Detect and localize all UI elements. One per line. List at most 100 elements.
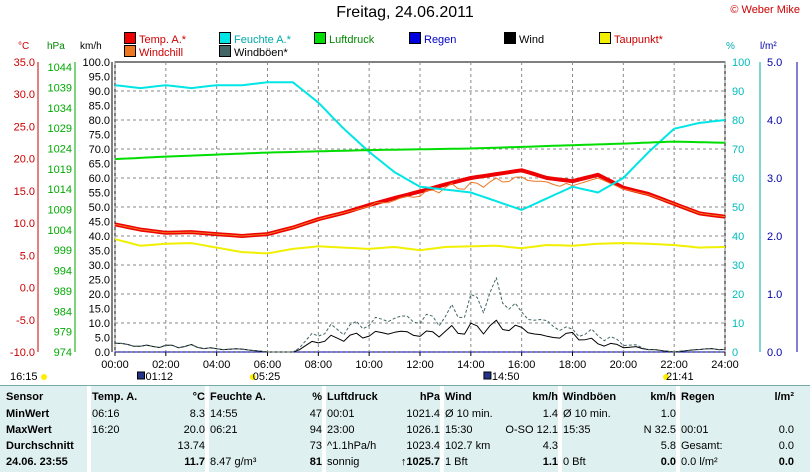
- pressure-tick-label: 999: [54, 245, 72, 257]
- table-cell-value: 1023.4: [406, 440, 440, 452]
- legend-item-pressure: Luftdruck: [314, 32, 374, 46]
- legend-item-wind: Wind: [504, 32, 544, 46]
- pressure-tick-label: 984: [54, 306, 72, 318]
- rain-tick-label: 2.0: [767, 231, 782, 243]
- pressure-tick-label: 979: [54, 327, 72, 339]
- wind-tick-label: 95.0: [89, 72, 110, 84]
- wind-tick-label: 0.0: [95, 347, 110, 359]
- table-row-label: MaxWert: [6, 424, 52, 436]
- legend-label: Regen: [424, 34, 457, 46]
- table-cell-value: 0.0: [778, 440, 794, 452]
- pressure-tick-label: 1029: [48, 123, 72, 135]
- table-row-label: Durchschnitt: [6, 440, 74, 452]
- x-tick-label: 12:00: [406, 359, 434, 371]
- temp-tick-label: 5.0: [20, 250, 35, 262]
- table-cell-sub: 0.0 l/m²: [681, 456, 718, 468]
- x-tick-label: 06:00: [254, 359, 282, 371]
- table-cell-value: 20.0: [183, 424, 205, 436]
- wind-tick-label: 65.0: [89, 159, 110, 171]
- table-cell-value: ↑1025.7: [400, 456, 440, 468]
- x-tick-label: 08:00: [305, 359, 333, 371]
- pressure-tick-label: 1044: [48, 62, 72, 74]
- humidity-tick-label: 70: [732, 144, 744, 156]
- pressure-tick-label: 1004: [48, 225, 72, 237]
- wind-tick-label: 75.0: [89, 130, 110, 142]
- table-column-unit: %: [312, 391, 322, 403]
- weather-chart: 35.0 30.0 25.0 20.0 15.0 10.0 5.0 0.0 -5.0 -10.0 1…: [10, 57, 798, 383]
- legend-swatch-icon: [599, 32, 611, 44]
- humidity-tick-label: 40: [732, 231, 744, 243]
- series-line-2: [114, 81, 726, 211]
- table-cell-value: 1026.1: [406, 424, 440, 436]
- legend-label: Luftdruck: [329, 34, 375, 46]
- temp-tick-label: 35.0: [14, 57, 35, 69]
- humidity-tick-label: 20: [732, 289, 744, 301]
- rain-tick-label: 0.0: [767, 347, 782, 359]
- legend-item-dewpoint: Taupunkt*: [599, 32, 663, 46]
- temp-tick-label: 25.0: [14, 121, 35, 133]
- table-cell-value: 4.3: [542, 440, 558, 452]
- wind-tick-label: 45.0: [89, 217, 110, 229]
- table-column-divider: [87, 386, 91, 472]
- left-time-label: 16:15: [10, 371, 38, 383]
- rain-tick-label: 5.0: [767, 57, 782, 69]
- humidity-unit-label: %: [726, 41, 735, 52]
- table-cell-sub: 06:16: [92, 408, 120, 420]
- legend-swatch-icon: [314, 32, 326, 44]
- moonrise-icon: [137, 371, 145, 380]
- x-tick-label: 02:00: [152, 359, 180, 371]
- table-cell-value: 47: [309, 408, 322, 420]
- table-cell-sub: 06:21: [210, 424, 238, 436]
- legend-item-temp: Temp. A.*: [124, 32, 186, 46]
- temp-tick-label: 20.0: [14, 154, 35, 166]
- x-tick-label: 14:00: [457, 359, 485, 371]
- wind-tick-label: 90.0: [89, 86, 110, 98]
- table-cell-value: 81: [309, 456, 322, 468]
- wind-tick-label: 10.0: [89, 318, 110, 330]
- table-cell-value: O-SO 12.1: [505, 424, 558, 436]
- x-tick-label: 22:00: [660, 359, 688, 371]
- table-cell-value: 1.4: [542, 408, 558, 420]
- x-tick-label: 16:00: [508, 359, 536, 371]
- wind-tick-label: 35.0: [89, 246, 110, 258]
- series-line-1: [114, 176, 726, 237]
- table-column-unit: l/m²: [774, 391, 794, 403]
- table-cell-value: 0.0: [778, 424, 794, 436]
- moonset-icon: [483, 371, 492, 380]
- table-cell-value: 5.8: [660, 440, 676, 452]
- table-cell-sub: 14:55: [210, 408, 238, 420]
- pressure-tick-label: 1009: [48, 205, 72, 217]
- table-cell-value: 0.0: [778, 456, 794, 468]
- table-row-label: Sensor: [6, 391, 44, 403]
- table-column-header: Regen: [681, 391, 715, 403]
- temp-tick-label: 15.0: [14, 186, 35, 198]
- pressure-tick-label: 1014: [48, 184, 72, 196]
- temp-unit-label: °C: [18, 41, 30, 52]
- table-cell-value: N 32.5: [643, 424, 676, 436]
- table-cell-sub: 00:01: [327, 408, 355, 420]
- left-sun-icon: [41, 374, 47, 380]
- x-tick-label: 18:00: [559, 359, 587, 371]
- table-cell-sub: 15:35: [563, 424, 591, 436]
- legend-item-humidity: Feuchte A.*: [219, 32, 291, 46]
- table-column-header: Wind: [445, 391, 472, 403]
- table-cell-value: 8.3: [189, 408, 205, 420]
- sunset-icon: [663, 374, 670, 380]
- x-tick-label: 00:00: [101, 359, 129, 371]
- chart-title: Freitag, 24.06.2011: [336, 4, 474, 21]
- wind-tick-label: 55.0: [89, 188, 110, 200]
- copyright-text: © Weber Mike: [730, 4, 800, 16]
- series-line-7: [114, 277, 726, 353]
- legend-swatch-icon: [219, 45, 231, 57]
- wind-tick-label: 80.0: [89, 115, 110, 127]
- table-row-label: 24.06. 23:55: [6, 456, 68, 468]
- table-column-header: Luftdruck: [327, 391, 378, 403]
- series-line-4: [114, 140, 726, 161]
- temp-tick-label: -5.0: [16, 315, 35, 327]
- table-cell-value: 1.1: [542, 456, 558, 468]
- table-cell-sub: 16:20: [92, 424, 120, 436]
- table-column-header: Windböen: [563, 391, 617, 403]
- wind-tick-label: 100.0: [82, 57, 110, 69]
- legend-swatch-icon: [124, 45, 136, 57]
- x-tick-label: 10:00: [355, 359, 383, 371]
